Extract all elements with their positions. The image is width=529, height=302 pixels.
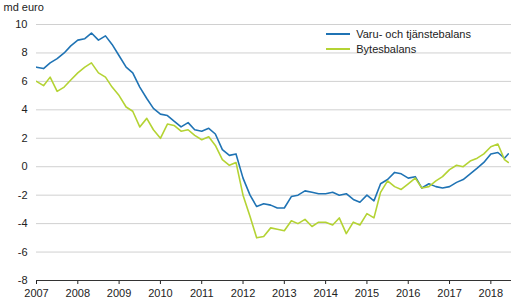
svg-text:2017: 2017 (437, 287, 461, 299)
html-text:Bytesbalans: Bytesbalans (356, 43, 417, 55)
svg-text:2015: 2015 (355, 287, 379, 299)
svg-text:-2: -2 (18, 189, 28, 201)
svg-text:0: 0 (21, 160, 27, 172)
svg-text:-4: -4 (18, 217, 28, 229)
svg-text:-8: -8 (18, 274, 28, 286)
svg-text:6: 6 (21, 75, 27, 87)
svg-text:2018: 2018 (479, 287, 503, 299)
svg-text:2014: 2014 (313, 287, 337, 299)
html-text:Varu- och tjänstebalans: Varu- och tjänstebalans (356, 28, 471, 40)
svg-text:2011: 2011 (190, 287, 214, 299)
svg-text:md euro: md euro (4, 1, 44, 13)
svg-text:10: 10 (15, 18, 27, 30)
svg-text:2009: 2009 (107, 287, 131, 299)
svg-text:8: 8 (21, 46, 27, 58)
svg-text:2016: 2016 (396, 287, 420, 299)
svg-text:-6: -6 (18, 246, 28, 258)
svg-text:2013: 2013 (272, 287, 296, 299)
svg-text:2010: 2010 (148, 287, 172, 299)
svg-text:2012: 2012 (231, 287, 255, 299)
svg-text:2008: 2008 (66, 287, 90, 299)
svg-text:2007: 2007 (24, 287, 48, 299)
svg-text:4: 4 (21, 103, 27, 115)
svg-text:2: 2 (21, 132, 27, 144)
